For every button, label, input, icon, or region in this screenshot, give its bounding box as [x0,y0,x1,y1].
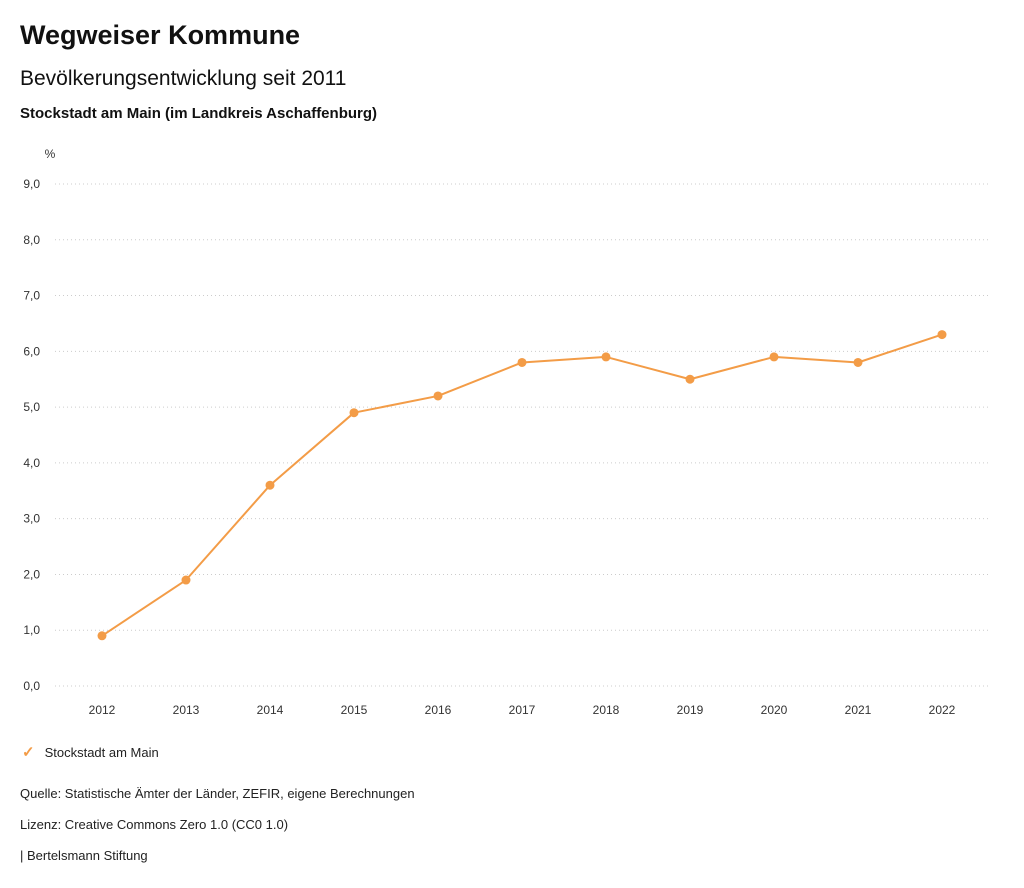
y-tick-label: 3,0 [23,512,40,526]
x-tick-label: 2018 [593,703,620,717]
x-tick-label: 2019 [677,703,704,717]
y-tick-label: 4,0 [23,456,40,470]
y-tick-label: 9,0 [23,177,40,191]
data-point[interactable] [433,391,443,401]
data-point[interactable] [853,357,863,367]
x-tick-label: 2020 [761,703,788,717]
population-line-chart[interactable]: % 0,0 1,0 2,0 3,0 4,0 5,0 6,0 7,0 8,0 9,0 2012 2013 2… [20,140,1004,740]
data-point[interactable] [265,480,275,490]
region-label: Stockstadt am Main (im Landkreis Aschaff… [20,105,378,122]
attribution-text: | Bertelsmann Stiftung [20,848,148,863]
y-tick-label: 0,0 [23,679,40,693]
y-tick-label: 1,0 [23,623,40,637]
legend-item-stockstadt[interactable]: ✓ Stockstadt am Main [22,745,159,760]
data-point[interactable] [349,408,359,418]
source-text: Quelle: Statistische Ämter der Länder, Z… [20,786,415,801]
y-axis-unit-label: % [45,147,56,161]
data-point[interactable] [181,575,191,585]
page-title: Wegweiser Kommune [20,20,301,50]
x-tick-label: 2016 [425,703,452,717]
x-tick-label: 2015 [341,703,368,717]
x-tick-label: 2012 [89,703,116,717]
y-tick-label: 2,0 [23,567,40,581]
data-point[interactable] [685,374,695,384]
data-point[interactable] [937,330,947,340]
data-point[interactable] [601,352,611,362]
y-tick-label: 8,0 [23,233,40,247]
x-tick-label: 2021 [845,703,872,717]
y-tick-label: 6,0 [23,344,40,358]
data-point[interactable] [517,357,527,367]
y-tick-label: 7,0 [23,289,40,303]
chart-legend: ✓ Stockstadt am Main [22,745,159,760]
legend-label: Stockstadt am Main [44,745,159,760]
series-line [101,333,943,637]
x-tick-label: 2014 [257,703,284,717]
chart-area[interactable]: % 0,0 1,0 2,0 3,0 4,0 5,0 6,0 7,0 8,0 9,0 2012 2013 2… [20,140,1004,740]
x-tick-label: 2022 [929,703,956,717]
data-point[interactable] [97,631,107,641]
chart-subtitle: Bevölkerungsentwicklung seit 2011 [20,67,347,90]
y-tick-label: 5,0 [23,400,40,414]
x-tick-label: 2013 [173,703,200,717]
license-text: Lizenz: Creative Commons Zero 1.0 (CC0 1… [20,817,289,832]
data-point[interactable] [769,352,779,362]
check-icon: ✓ [22,744,35,761]
x-tick-label: 2017 [509,703,536,717]
